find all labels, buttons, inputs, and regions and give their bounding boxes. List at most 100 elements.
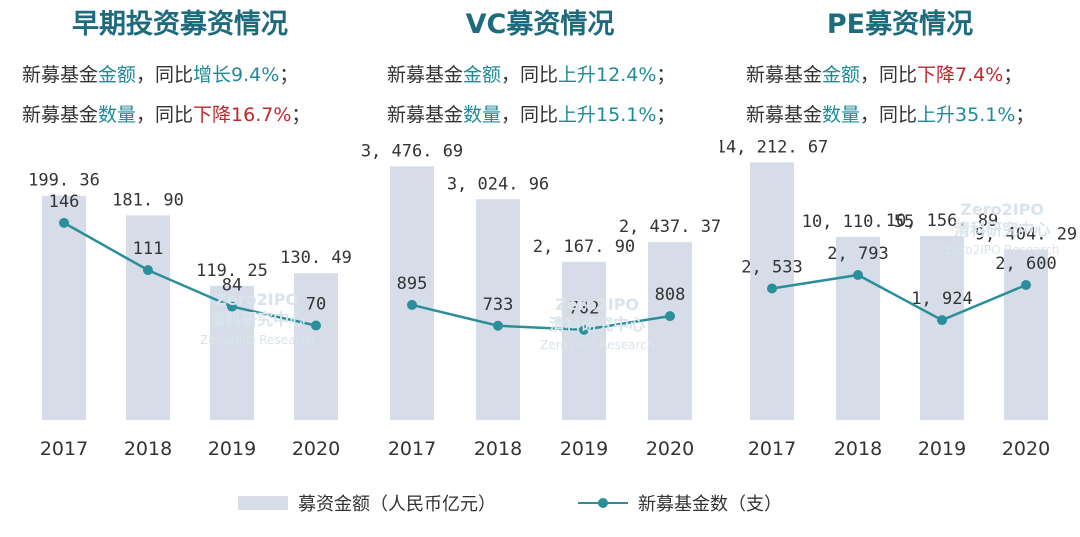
bar-2018 — [476, 199, 520, 420]
stat-metric: 金额 — [822, 64, 861, 86]
count-stat: 新募基金数量，同比上升35.1%； — [746, 100, 1034, 127]
stat-mid: ，同比 — [860, 64, 918, 86]
line-value-label: 111 — [133, 239, 164, 259]
stat-suffix: ； — [1003, 64, 1023, 86]
x-tick-label: 2017 — [388, 438, 436, 460]
bar-2020 — [648, 242, 692, 420]
stat-prefix: 新募基金 — [746, 64, 823, 86]
legend-line-label: 新募基金数（支） — [638, 494, 782, 515]
panel-pe: PE募资情况 新募基金金额，同比下降7.4%； 新募基金数量，同比上升35.1%… — [720, 0, 1080, 470]
line-value-label: 2, 600 — [995, 254, 1056, 274]
legend: 募资金额（人民币亿元） 新募基金数（支） — [0, 490, 1080, 530]
bar-value-label: 10, 156. 89 — [886, 211, 999, 231]
x-tick-label: 2018 — [834, 438, 882, 460]
line-point-2019 — [937, 315, 947, 326]
stat-metric: 金额 — [98, 64, 137, 86]
stat-change: 下降16.7% — [193, 104, 292, 126]
stat-suffix: ； — [1015, 104, 1035, 126]
line-value-label: 1, 924 — [911, 289, 972, 309]
line-point-2020 — [1021, 280, 1031, 290]
bar-2020 — [294, 273, 338, 420]
stat-change: 上升35.1% — [917, 104, 1016, 126]
line-point-2018 — [493, 320, 503, 331]
stat-prefix: 新募基金 — [22, 64, 99, 86]
series-line — [771, 273, 1027, 322]
stat-change: 上升12.4% — [558, 64, 657, 86]
bar-value-label: 2, 167. 90 — [533, 237, 635, 257]
panel-title: PE募资情况 — [826, 9, 974, 40]
line-point-2019 — [579, 324, 589, 335]
line-value-label: 895 — [397, 274, 428, 294]
line-value-label: 84 — [222, 276, 242, 296]
bar-value-label: 199. 36 — [28, 171, 100, 191]
bar-2017 — [42, 195, 86, 420]
line-point-2018 — [143, 265, 153, 276]
legend-line-swatch — [578, 496, 628, 510]
panel-title: VC募资情况 — [465, 9, 615, 40]
count-stat: 新募基金数量，同比下降16.7%； — [22, 100, 310, 127]
stat-prefix: 新募基金 — [22, 104, 99, 126]
stat-mid: ，同比 — [501, 64, 559, 86]
legend-bar: 募资金额（人民币亿元） — [238, 490, 496, 516]
panel-title: 早期投资募资情况 — [72, 9, 288, 40]
x-tick-label: 2020 — [292, 438, 340, 460]
legend-bar-label: 募资金额（人民币亿元） — [298, 494, 496, 515]
bar-2020 — [1004, 249, 1048, 420]
stat-mid: ，同比 — [860, 104, 918, 126]
line-value-label: 146 — [49, 192, 80, 212]
bar-value-label: 14, 212. 67 — [720, 137, 828, 157]
amount-stat: 新募基金金额，同比下降7.4%； — [746, 60, 1022, 87]
x-tick-label: 2018 — [474, 438, 522, 460]
bar-value-label: 181. 90 — [112, 190, 184, 210]
x-tick-label: 2020 — [1002, 438, 1050, 460]
bar-value-label: 2, 437. 37 — [619, 217, 720, 237]
bar-value-label: 119. 25 — [196, 261, 268, 281]
line-value-label: 2, 793 — [827, 244, 888, 264]
stat-mid: ，同比 — [136, 104, 194, 126]
stat-change: 增长9.4% — [193, 64, 280, 86]
line-point-2017 — [407, 299, 417, 310]
line-value-label: 702 — [569, 299, 600, 319]
line-point-2020 — [311, 320, 321, 331]
stat-mid: ，同比 — [501, 104, 559, 126]
stat-change: 上升15.1% — [558, 104, 657, 126]
panel-vc: VC募资情况 新募基金金额，同比上升12.4%； 新募基金数量，同比上升15.1… — [360, 0, 720, 470]
chart-pe: 14, 212. 67 2017 10, 110. 55 2018 10, 156. 8… — [720, 137, 1077, 460]
stat-metric: 金额 — [463, 64, 502, 86]
x-tick-label: 2017 — [40, 438, 88, 460]
series-line — [63, 221, 317, 327]
bar-2019 — [920, 235, 964, 420]
line-value-label: 808 — [655, 285, 686, 305]
bar-2019 — [562, 261, 606, 420]
chart-vc: 3, 476. 69 2017 3, 024. 96 2018 2, 167. 90 20… — [361, 141, 720, 460]
legend-bar-swatch — [238, 496, 288, 510]
x-tick-label: 2018 — [124, 438, 172, 460]
bar-2018 — [836, 236, 880, 420]
x-tick-label: 2019 — [560, 438, 608, 460]
bar-value-label: 130. 49 — [280, 248, 352, 268]
series-line — [411, 303, 671, 331]
stat-suffix: ； — [656, 104, 676, 126]
stat-change: 下降7.4% — [917, 64, 1004, 86]
panel-early-stage: 早期投资募资情况 新募基金金额，同比增长9.4%； 新募基金数量，同比下降16.… — [0, 0, 360, 470]
stat-metric: 数量 — [463, 104, 502, 126]
bar-2018 — [126, 215, 170, 420]
line-value-label: 733 — [483, 295, 514, 315]
line-value-label: 70 — [306, 295, 326, 315]
bar-value-label: 10, 110. 55 — [802, 212, 915, 232]
line-point-2019 — [227, 301, 237, 312]
stat-metric: 数量 — [98, 104, 137, 126]
amount-stat: 新募基金金额，同比增长9.4%； — [22, 60, 298, 87]
line-point-2020 — [665, 311, 675, 322]
x-tick-label: 2019 — [918, 438, 966, 460]
x-tick-label: 2020 — [646, 438, 694, 460]
count-stat: 新募基金数量，同比上升15.1%； — [387, 100, 675, 127]
bar-value-label: 9, 404. 29 — [975, 225, 1077, 245]
bar-value-label: 3, 476. 69 — [361, 141, 463, 161]
stat-suffix: ； — [656, 64, 676, 86]
stat-prefix: 新募基金 — [387, 64, 464, 86]
line-value-label: 2, 533 — [741, 257, 802, 277]
stat-mid: ，同比 — [136, 64, 194, 86]
line-point-2018 — [853, 269, 863, 280]
x-tick-label: 2017 — [748, 438, 796, 460]
